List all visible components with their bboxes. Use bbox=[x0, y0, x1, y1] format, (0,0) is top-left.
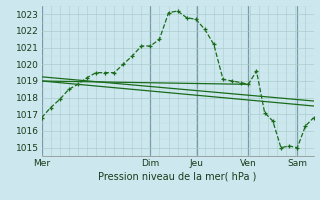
X-axis label: Pression niveau de la mer( hPa ): Pression niveau de la mer( hPa ) bbox=[99, 172, 257, 182]
